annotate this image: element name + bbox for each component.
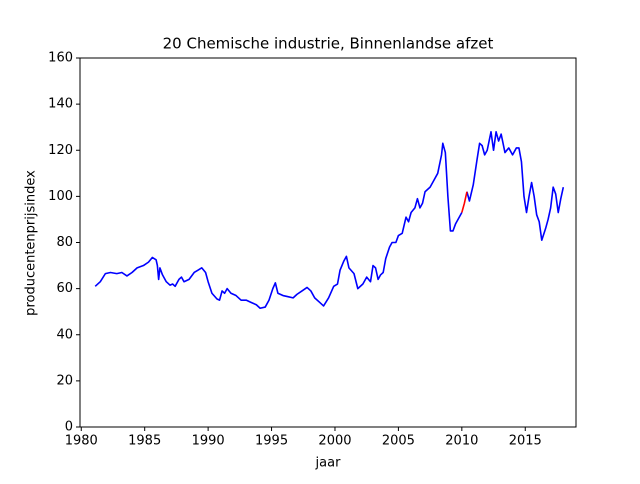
y-tick-label: 40 bbox=[56, 327, 73, 342]
x-tick-label: 1995 bbox=[255, 434, 288, 449]
y-tick-label: 0 bbox=[65, 420, 73, 435]
y-tick-label: 60 bbox=[56, 281, 73, 296]
x-tick-label: 1985 bbox=[128, 434, 161, 449]
x-tick-label: 1990 bbox=[192, 434, 225, 449]
line-series bbox=[461, 191, 468, 213]
x-tick-label: 2005 bbox=[382, 434, 415, 449]
y-axis-label: producentenprijsindex bbox=[24, 170, 39, 316]
x-tick-label: 2015 bbox=[509, 434, 542, 449]
x-tick-label: 1980 bbox=[65, 434, 98, 449]
x-axis-label: jaar bbox=[315, 456, 342, 471]
line-series bbox=[94, 131, 565, 310]
y-tick-label: 20 bbox=[56, 373, 73, 388]
y-tick-label: 140 bbox=[48, 97, 73, 112]
y-tick-label: 80 bbox=[56, 235, 73, 250]
x-tick-label: 2010 bbox=[445, 434, 478, 449]
y-tick-label: 120 bbox=[48, 143, 73, 158]
y-tick-label: 100 bbox=[48, 189, 73, 204]
x-tick-label: 2000 bbox=[318, 434, 351, 449]
y-tick-label: 160 bbox=[48, 51, 73, 66]
plot-frame bbox=[79, 57, 577, 428]
chart-title: 20 Chemische industrie, Binnenlandse afz… bbox=[163, 35, 494, 53]
